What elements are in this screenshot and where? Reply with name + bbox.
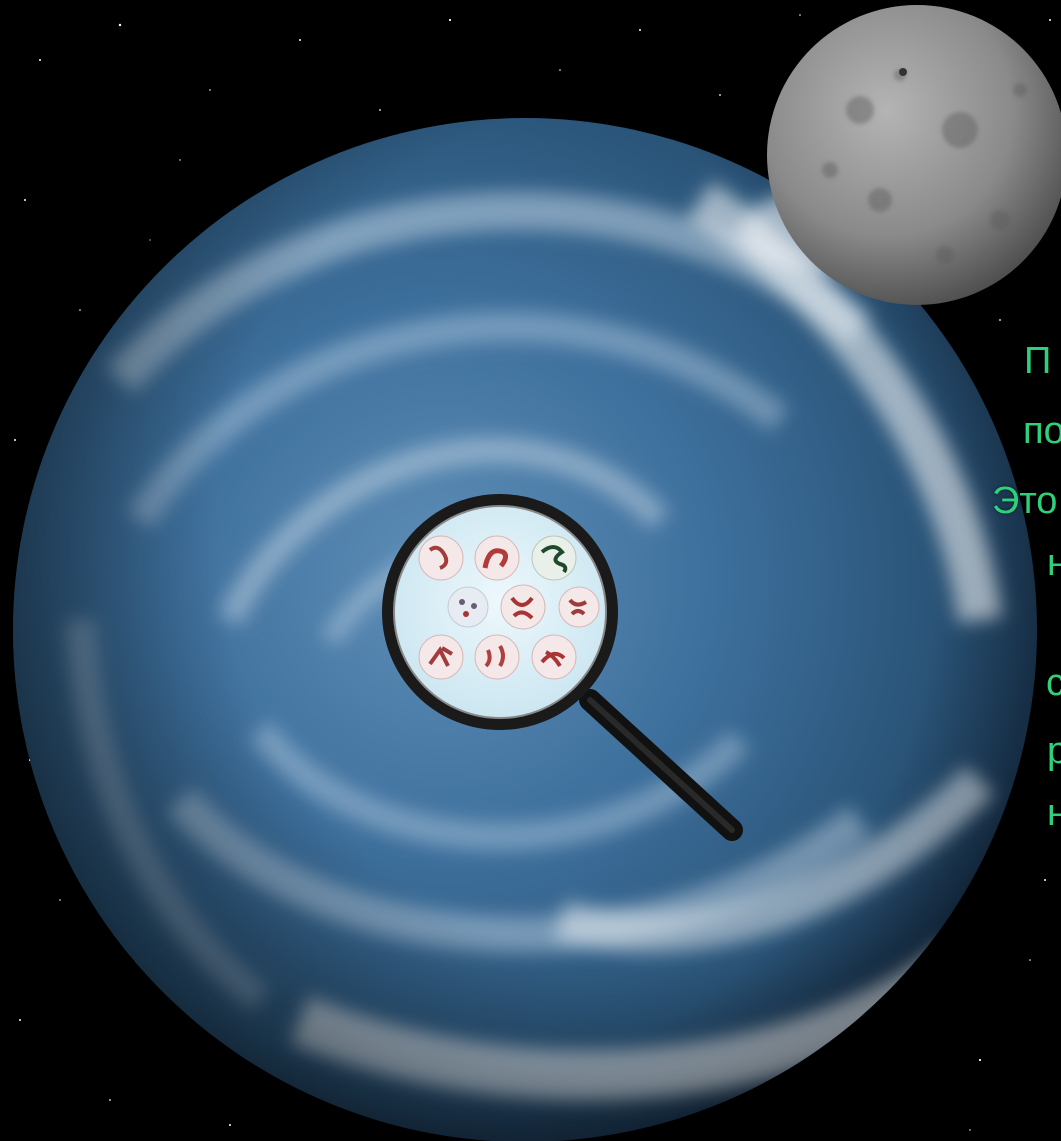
starfield [14, 14, 1051, 1131]
microorganism-icons [418, 535, 600, 680]
moon [767, 5, 1061, 305]
magnifying-glass-icon [382, 494, 743, 841]
